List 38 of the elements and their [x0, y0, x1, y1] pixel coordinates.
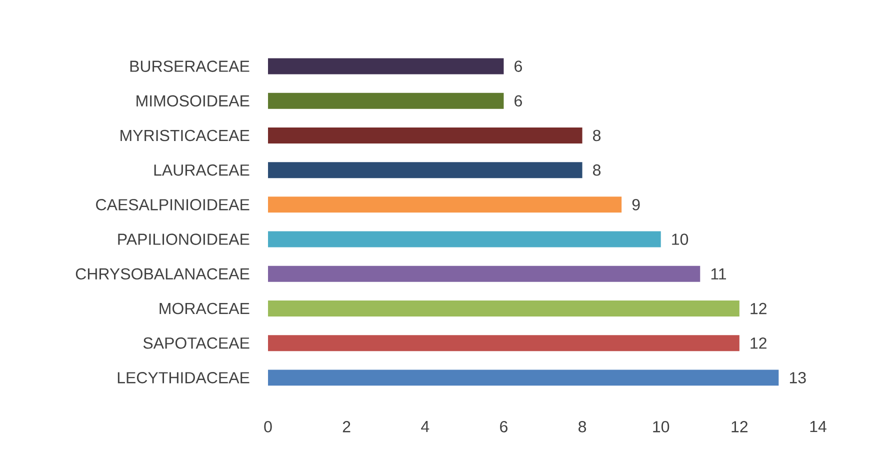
bar: [268, 266, 700, 282]
x-tick-label: 10: [653, 421, 670, 432]
data-label: 13: [790, 372, 806, 384]
bar: [268, 196, 622, 213]
bar: [268, 92, 504, 109]
y-tick-label: PAPILIONOIDEAE: [118, 234, 250, 245]
y-tick-label: MORACEAE: [160, 302, 250, 314]
y-tick-label: CHRYSOBALANACEAE: [76, 268, 250, 280]
bar: [268, 162, 582, 178]
data-label: 12: [750, 302, 766, 314]
data-label: 10: [672, 234, 688, 245]
x-tick-label: 8: [578, 421, 586, 432]
bar: [268, 58, 504, 74]
data-label: 8: [593, 130, 601, 142]
bar: [268, 127, 582, 144]
y-tick-label: LAURACEAE: [154, 164, 250, 176]
y-tick-label: CAESALPINIOIDEAE: [96, 199, 250, 210]
y-tick-label: MIMOSOIDEAE: [136, 95, 250, 107]
x-tick-label: 12: [732, 421, 748, 432]
bar: [268, 231, 661, 248]
data-label: 8: [593, 164, 601, 176]
bar: [268, 300, 740, 316]
data-label: 12: [750, 338, 766, 349]
x-tick-label: 4: [421, 421, 430, 432]
bar: [268, 370, 779, 386]
y-tick-label: MYRISTICACEAE: [120, 130, 250, 142]
bar: [268, 335, 740, 352]
y-tick-label: LECYTHIDACEAE: [118, 372, 250, 384]
x-tick-label: 14: [810, 421, 826, 432]
x-tick-label: 0: [264, 421, 272, 432]
data-label: 11: [711, 268, 726, 280]
y-tick-label: SAPOTACEAE: [143, 337, 250, 349]
x-tick-label: 2: [342, 421, 350, 432]
x-tick-label: 6: [500, 421, 508, 432]
data-label: 9: [632, 199, 640, 210]
data-label: 6: [514, 60, 522, 72]
data-label: 6: [514, 95, 522, 107]
y-tick-label: BURSERACEAE: [130, 60, 250, 72]
